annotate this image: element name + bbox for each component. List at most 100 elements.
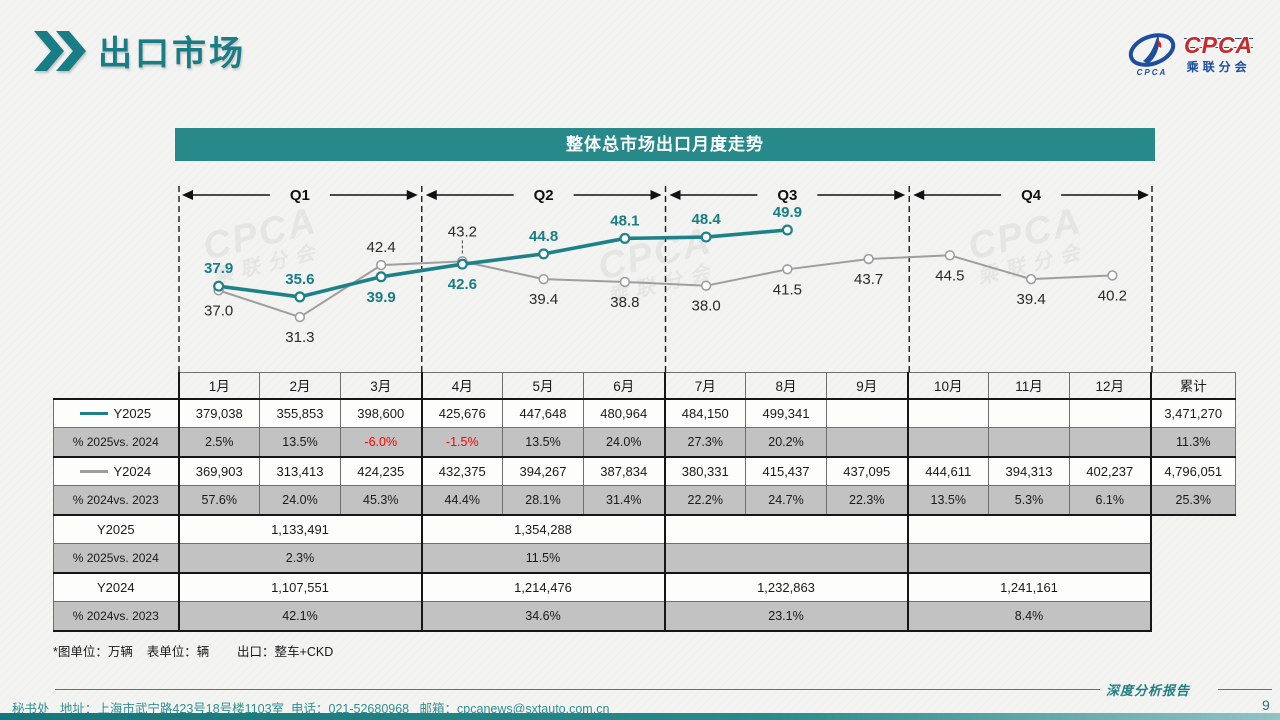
table-row: Y2024 369,903 313,413 424,235 432,375 394,267… xyxy=(53,455,1236,486)
row-label: % 2024vs. 2023 xyxy=(53,485,179,516)
row-label: % 2025vs. 2024 xyxy=(53,427,179,457)
table-cell: 28.1% xyxy=(502,485,584,516)
arrow-right-icon xyxy=(1138,190,1149,200)
cpca-emblem-icon: CPCA xyxy=(1128,33,1176,77)
table-cell: 24.0% xyxy=(259,485,341,516)
table-cell: 394,313 xyxy=(988,455,1070,486)
table-cell: 447,648 xyxy=(502,397,584,428)
double-chevron-icon xyxy=(34,30,86,71)
data-label: 44.5 xyxy=(935,267,964,284)
data-point xyxy=(619,276,631,288)
column-header: 8月 xyxy=(745,372,827,399)
data-label: 42.6 xyxy=(448,276,477,293)
table-cell: -1.5% xyxy=(420,427,503,457)
row-label: Y2025 xyxy=(53,397,179,428)
column-header: 4月 xyxy=(420,372,503,399)
data-label: 49.9 xyxy=(773,204,802,221)
quarter-cell: 1,133,491 xyxy=(177,513,422,544)
quarter-cell: 1,241,161 xyxy=(906,571,1152,602)
footer-rule-left xyxy=(55,689,1100,690)
table-cell: 6.1% xyxy=(1069,485,1151,516)
data-point xyxy=(782,264,793,275)
series-line-y2025 xyxy=(218,228,788,299)
data-label: 42.4 xyxy=(367,239,396,256)
table-cell xyxy=(1069,427,1151,457)
data-label: 48.4 xyxy=(692,211,722,228)
logo-main-text: CPCA xyxy=(1184,31,1254,58)
table-cell xyxy=(826,427,908,457)
column-header: 1月 xyxy=(177,372,260,399)
data-label: 39.4 xyxy=(529,291,558,308)
page-header: 出口市场 xyxy=(34,26,246,75)
footer-rule-right xyxy=(1218,689,1272,690)
table-cell: 13.5% xyxy=(259,427,341,457)
table-cell: 313,413 xyxy=(259,455,341,486)
quarter-label: Q1 xyxy=(290,187,310,204)
data-point xyxy=(538,273,549,285)
quarter-cell: 1,232,863 xyxy=(663,571,908,602)
table-cell: 2.5% xyxy=(177,427,260,457)
quarter-cell: 1,107,551 xyxy=(177,571,422,602)
table-cell: 444,611 xyxy=(906,455,989,486)
data-point xyxy=(456,258,468,270)
table-row: % 2025vs. 2024 2.5% 13.5% -6.0% -1.5% 13.5% 24… xyxy=(53,427,1236,457)
quarter-cell: 11.5% xyxy=(420,543,665,573)
quarter-cell: 2.3% xyxy=(177,543,422,573)
row-label: % 2024vs. 2023 xyxy=(53,601,179,632)
data-point xyxy=(538,248,550,260)
quarter-cell: 42.1% xyxy=(177,601,422,632)
table-cell: 424,235 xyxy=(340,455,422,486)
data-label: 48.1 xyxy=(610,212,639,229)
quarter-label: Q2 xyxy=(534,187,554,204)
data-label: 41.5 xyxy=(773,281,802,298)
table-cell: 398,600 xyxy=(340,397,422,428)
data-label: 38.8 xyxy=(610,294,639,311)
arrow-left-icon xyxy=(913,190,925,200)
data-label: 39.9 xyxy=(367,289,396,306)
row-label: Y2024 xyxy=(53,571,179,602)
table-cell: 20.2% xyxy=(745,427,827,457)
table-cell xyxy=(1069,397,1151,428)
table-cell: 13.5% xyxy=(502,427,584,457)
data-point xyxy=(700,231,712,243)
table-quarter-row: % 2024vs. 2023 42.1% 34.6% 23.1% 8.4% xyxy=(53,601,1236,632)
series-legend-line xyxy=(80,411,109,415)
data-point xyxy=(700,280,712,291)
bottom-accent-bar xyxy=(0,713,1280,720)
data-point xyxy=(213,280,225,292)
quarter-label: Q4 xyxy=(1021,187,1042,204)
arrow-left-icon xyxy=(425,190,437,200)
table-cell xyxy=(826,397,908,428)
chart-title-bar: 整体总市场出口月度走势 xyxy=(175,128,1155,161)
data-point xyxy=(1107,270,1118,281)
quarter-cell: 34.6% xyxy=(420,601,665,632)
arrow-right-icon xyxy=(650,190,662,200)
table-cell: 437,095 xyxy=(826,455,908,486)
page-number: 9 xyxy=(1262,697,1270,713)
data-point xyxy=(863,253,874,265)
data-label: 39.4 xyxy=(1017,291,1046,308)
column-header: 10月 xyxy=(906,372,989,399)
table-cell: -6.0% xyxy=(340,427,422,457)
table-cell: 24.0% xyxy=(583,427,665,457)
table-cell: 22.2% xyxy=(663,485,746,516)
column-header: 6月 xyxy=(583,372,665,399)
data-label: 31.3 xyxy=(285,329,314,346)
column-header: 9月 xyxy=(826,372,908,399)
table-cell: 5.3% xyxy=(988,485,1070,516)
data-point xyxy=(781,224,793,236)
table-cell: 44.4% xyxy=(420,485,503,516)
quarter-cell: 1,214,476 xyxy=(420,571,665,602)
data-label: 35.6 xyxy=(285,271,314,288)
table-cell: 31.4% xyxy=(583,485,665,516)
table-cell: 13.5% xyxy=(906,485,989,516)
data-point xyxy=(375,271,387,283)
table-cell: 499,341 xyxy=(745,397,827,428)
export-data-table: 1月 2月 3月 4月 5月 6月 7月 8月 9月 10月 11月 12月 累计 Y2025 379,03… xyxy=(53,372,1236,632)
row-label: Y2024 xyxy=(53,455,179,486)
table-cell: 355,853 xyxy=(259,397,341,428)
units-footnote: *图单位：万辆 表单位：辆 出口：整车+CKD xyxy=(53,645,334,659)
data-label: 40.2 xyxy=(1098,287,1127,304)
arrow-right-icon xyxy=(406,190,418,200)
